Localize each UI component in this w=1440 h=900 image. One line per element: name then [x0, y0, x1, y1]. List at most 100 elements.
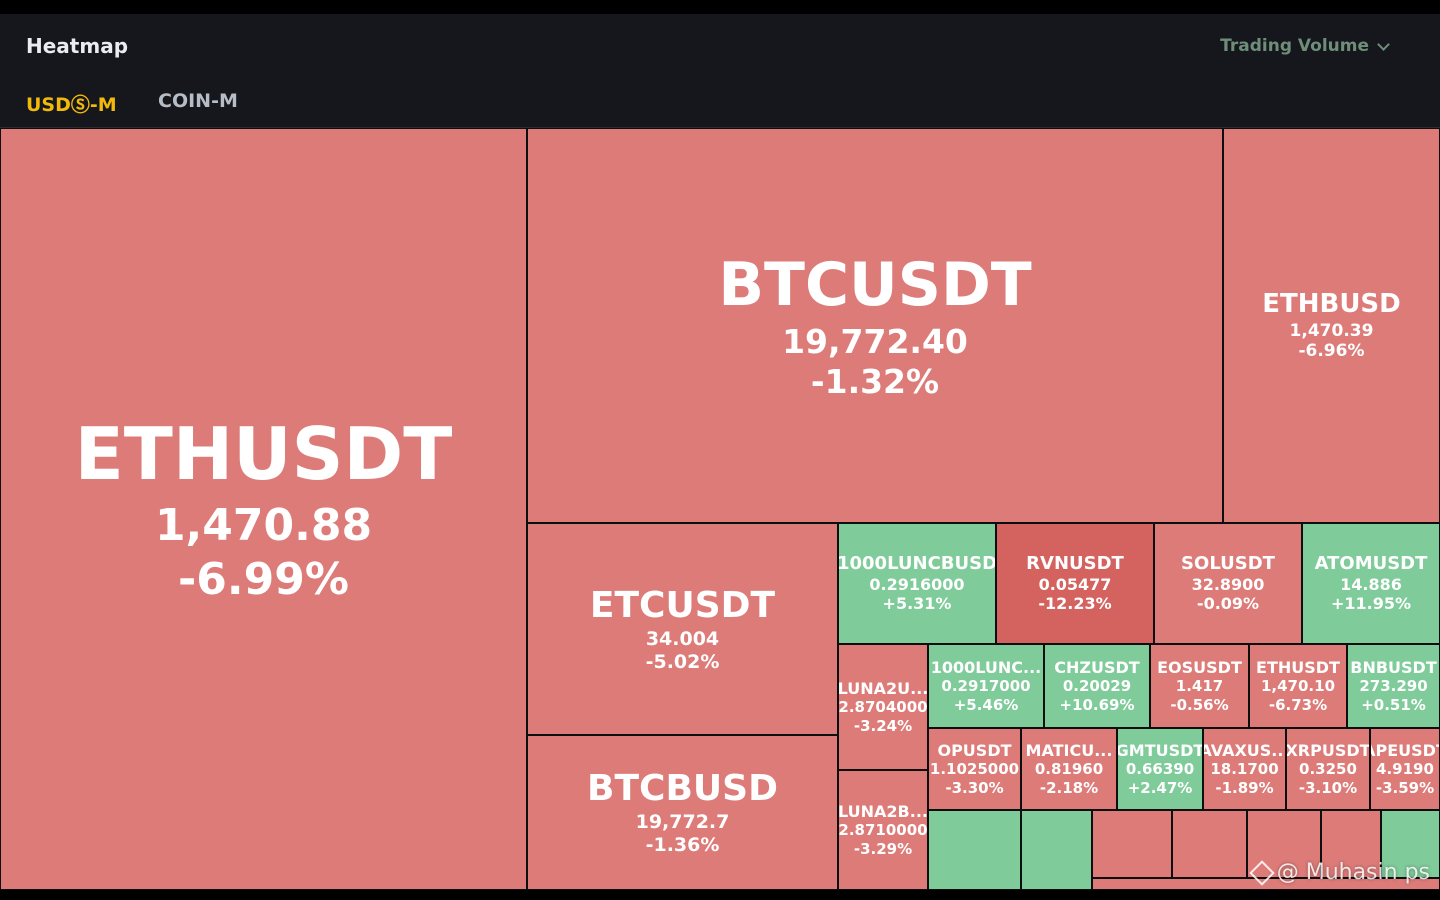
tab-coin-m[interactable]: COIN-M	[158, 90, 238, 112]
tile-price: 14.886	[1340, 574, 1402, 594]
heatmap-tile[interactable]: BTCUSDT 19,772.40 -1.32%	[527, 128, 1223, 523]
tile-symbol: ETCUSDT	[589, 584, 776, 626]
tile-change: +0.51%	[1361, 695, 1426, 714]
tile-price: 0.2916000	[869, 574, 965, 594]
tile-price: 0.2917000	[941, 677, 1031, 696]
tile-change: -6.73%	[1268, 695, 1328, 714]
heatmap-tile[interactable]: LUNA2U... 2.8704000 -3.24%	[838, 644, 928, 770]
tile-price: 19,772.40	[782, 321, 968, 361]
heatmap-tile-unlabeled[interactable]	[1172, 810, 1247, 878]
tile-symbol: APEUSDT	[1371, 740, 1439, 760]
tile-change: +5.46%	[953, 695, 1019, 714]
heatmap-tile[interactable]: APEUSDT 4.9190 -3.59%	[1370, 728, 1440, 810]
heatmap-tile-unlabeled[interactable]	[1321, 810, 1381, 878]
heatmap-tile[interactable]: RVNUSDT 0.05477 -12.23%	[996, 523, 1154, 644]
tile-symbol: LUNA2B...	[838, 801, 928, 821]
tile-symbol: EOSUSDT	[1157, 657, 1242, 677]
bottom-band	[0, 890, 1440, 900]
heatmap-tile[interactable]: OPUSDT 1.1025000 -3.30%	[928, 728, 1021, 810]
tile-price: 0.81960	[1034, 760, 1104, 779]
tile-change: -2.18%	[1039, 778, 1099, 797]
tile-symbol: ETHUSDT	[74, 412, 453, 497]
heatmap-tile[interactable]: ETCUSDT 34.004 -5.02%	[527, 523, 838, 735]
heatmap-tile[interactable]: AVAXUS... 18.1700 -1.89%	[1203, 728, 1286, 810]
watermark-text: @ Muhasin ps	[1276, 860, 1430, 885]
tile-change: +5.31%	[882, 594, 952, 614]
heatmap-tile-unlabeled[interactable]	[1021, 810, 1092, 890]
heatmap-tile[interactable]: GMTUSDT 0.66390 +2.47%	[1117, 728, 1203, 810]
tab-usds-m[interactable]: USDⓈ-M	[26, 94, 117, 116]
watermark: @ Muhasin ps	[1248, 859, 1430, 886]
binance-logo-icon	[1248, 859, 1275, 886]
tile-change: -3.29%	[853, 839, 913, 858]
tile-change: -6.96%	[1298, 341, 1365, 362]
tile-symbol: RVNUSDT	[1026, 553, 1124, 574]
tile-price: 0.20029	[1062, 677, 1132, 696]
tile-change: -3.24%	[853, 716, 913, 735]
tile-change: -6.99%	[178, 553, 349, 605]
tile-price: 0.3250	[1299, 760, 1357, 779]
tile-change: -5.02%	[645, 650, 720, 673]
heatmap-tile[interactable]: ATOMUSDT 14.886 +11.95%	[1302, 523, 1440, 644]
tile-symbol: BTCUSDT	[718, 249, 1032, 320]
tile-change: +11.95%	[1330, 594, 1412, 614]
tile-change: +2.47%	[1127, 778, 1193, 797]
tile-price: 1.1025000	[929, 760, 1020, 779]
tile-price: 4.9190	[1376, 760, 1434, 779]
heatmap-tile-unlabeled[interactable]	[1381, 810, 1440, 878]
tile-price: 18.1700	[1210, 760, 1279, 779]
top-band	[0, 0, 1440, 14]
tile-change: -12.23%	[1038, 594, 1112, 614]
tile-price: 273.290	[1359, 677, 1428, 696]
heatmap-tile[interactable]: ETHUSDT 1,470.10 -6.73%	[1249, 644, 1347, 728]
page-title: Heatmap	[26, 34, 129, 58]
tile-symbol: SOLUSDT	[1181, 553, 1275, 574]
heatmap-tile-unlabeled[interactable]	[928, 810, 1021, 890]
tile-price: 19,772.7	[635, 811, 730, 834]
tile-symbol: GMTUSDT	[1117, 740, 1203, 760]
tile-symbol: AVAXUS...	[1203, 740, 1286, 760]
tile-symbol: MATICU...	[1025, 740, 1113, 760]
tile-symbol: XRPUSDT	[1286, 740, 1370, 760]
heatmap-tile[interactable]: CHZUSDT 0.20029 +10.69%	[1044, 644, 1150, 728]
tile-price: 2.8704000	[838, 698, 928, 717]
heatmap-tile[interactable]: LUNA2B... 2.8710000 -3.29%	[838, 770, 928, 890]
heatmap-tile-unlabeled[interactable]	[1092, 810, 1172, 878]
tile-change: -0.56%	[1170, 695, 1229, 714]
tile-symbol: 1000LUNCBUSD	[838, 553, 996, 574]
tile-price: 0.66390	[1125, 760, 1195, 779]
tile-symbol: ETHUSDT	[1256, 657, 1340, 677]
tile-symbol: OPUSDT	[937, 740, 1012, 760]
tile-price: 1,470.10	[1260, 677, 1336, 696]
tile-symbol: CHZUSDT	[1054, 657, 1140, 677]
heatmap-tile-unlabeled[interactable]	[1247, 810, 1321, 878]
heatmap-tile[interactable]: XRPUSDT 0.3250 -3.10%	[1286, 728, 1370, 810]
heatmap-header: Heatmap Trading Volume USDⓈ-M COIN-M	[0, 14, 1440, 128]
tile-price: 1,470.39	[1289, 320, 1374, 341]
heatmap-tile[interactable]: SOLUSDT 32.8900 -0.09%	[1154, 523, 1302, 644]
tile-change: -3.10%	[1298, 778, 1358, 797]
tile-change: -0.09%	[1196, 594, 1260, 614]
heatmap-tile[interactable]: 1000LUNCBUSD 0.2916000 +5.31%	[838, 523, 996, 644]
tile-symbol: BNBUSDT	[1350, 657, 1437, 677]
heatmap-tile[interactable]: ETHUSDT 1,470.88 -6.99%	[0, 128, 527, 890]
sort-dropdown[interactable]: Trading Volume	[1220, 36, 1390, 56]
heatmap-tile[interactable]: 1000LUNC... 0.2917000 +5.46%	[928, 644, 1044, 728]
tile-symbol: 1000LUNC...	[930, 657, 1042, 677]
tile-change: -3.59%	[1375, 778, 1435, 797]
tile-change: -3.30%	[945, 778, 1004, 797]
tile-symbol: BTCBUSD	[587, 768, 778, 810]
chevron-down-icon	[1377, 37, 1390, 51]
tile-price: 0.05477	[1038, 574, 1112, 594]
tile-price: 34.004	[645, 627, 720, 650]
heatmap-tile[interactable]: BTCBUSD 19,772.7 -1.36%	[527, 735, 838, 890]
heatmap-tile[interactable]: EOSUSDT 1.417 -0.56%	[1150, 644, 1249, 728]
tile-price: 1.417	[1175, 677, 1224, 696]
tile-change: -1.32%	[810, 362, 940, 402]
tile-change: -1.89%	[1215, 778, 1274, 797]
heatmap-tile[interactable]: BNBUSDT 273.290 +0.51%	[1347, 644, 1440, 728]
tile-price: 2.8710000	[838, 821, 928, 840]
heatmap-tile[interactable]: MATICU... 0.81960 -2.18%	[1021, 728, 1117, 810]
tile-change: +10.69%	[1059, 695, 1135, 714]
heatmap-tile[interactable]: ETHBUSD 1,470.39 -6.96%	[1223, 128, 1440, 523]
